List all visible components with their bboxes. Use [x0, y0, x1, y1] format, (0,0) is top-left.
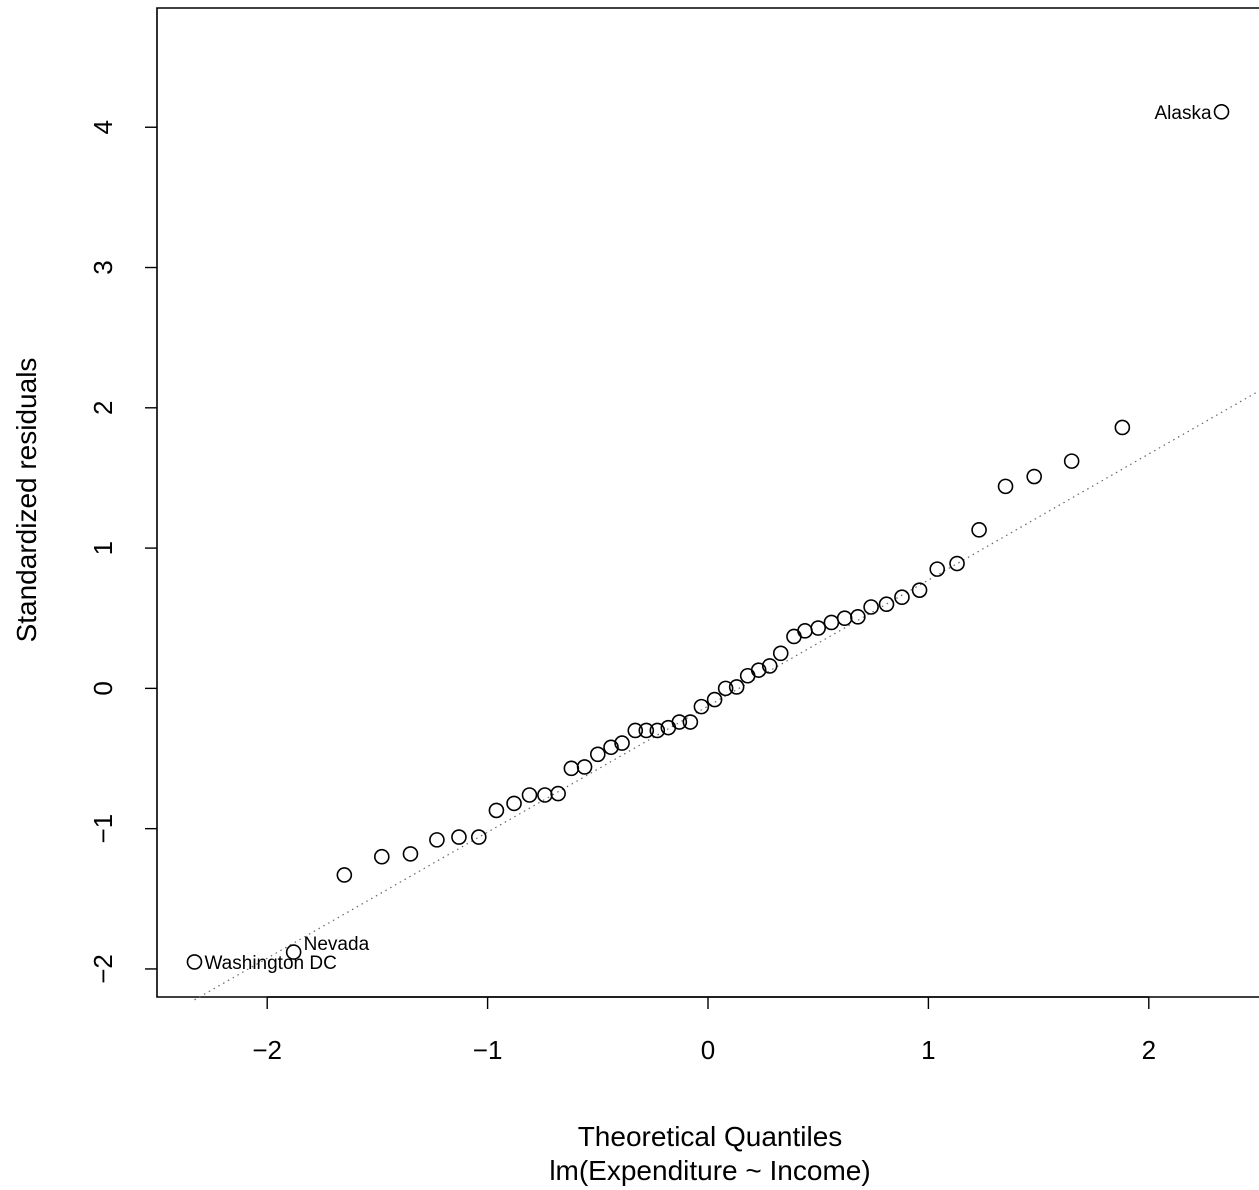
data-point — [1213, 104, 1230, 120]
plot-frame — [156, 7, 1259, 998]
data-point — [576, 759, 593, 775]
data-point — [285, 944, 302, 960]
y-tick-label: 2 — [88, 401, 118, 415]
data-point — [750, 662, 767, 678]
data-point — [402, 846, 419, 862]
x-tick-label: −1 — [473, 1035, 503, 1065]
data-point — [761, 658, 778, 674]
data-point — [971, 522, 987, 538]
data-point — [797, 623, 813, 639]
y-tick-label: 1 — [88, 541, 118, 555]
x-axis-subtitle: lm(Expenditure ~ Income) — [549, 1155, 870, 1186]
point-annotation: Nevada — [304, 934, 370, 955]
y-axis-title: Standardized residuals — [11, 358, 42, 643]
data-point — [810, 620, 827, 636]
data-point — [550, 785, 566, 802]
y-tick-label: 4 — [88, 120, 118, 134]
data-point — [671, 714, 688, 730]
data-point — [717, 680, 734, 697]
point-annotation: Washington DC — [204, 953, 336, 974]
x-axis-title: Theoretical Quantiles — [578, 1121, 843, 1152]
y-tick-label: 0 — [88, 681, 118, 695]
data-point — [521, 787, 538, 803]
data-point — [1026, 468, 1042, 485]
data-point — [451, 829, 467, 845]
data-point — [186, 954, 203, 970]
data-point — [1114, 419, 1131, 436]
data-point — [878, 596, 895, 613]
data-point — [649, 722, 666, 739]
data-point — [693, 698, 710, 715]
data-point — [470, 829, 487, 845]
data-point — [589, 746, 606, 763]
x-tick-label: 2 — [1142, 1035, 1156, 1065]
data-point — [863, 599, 879, 615]
y-tick-label: 3 — [88, 260, 118, 274]
x-tick-label: −2 — [252, 1035, 282, 1065]
data-point — [929, 561, 946, 577]
data-point — [429, 832, 445, 848]
data-point — [506, 795, 522, 812]
data-point — [911, 582, 928, 598]
data-point — [949, 555, 965, 572]
data-point — [537, 787, 553, 803]
reference-line — [194, 390, 1259, 1001]
data-point — [836, 610, 853, 627]
data-point — [1063, 453, 1080, 469]
data-point — [614, 735, 630, 751]
point-annotation: Alaska — [1155, 103, 1212, 124]
data-point — [682, 714, 699, 730]
data-point — [638, 722, 655, 739]
data-point — [823, 614, 840, 631]
data-point — [374, 848, 390, 865]
data-point — [739, 667, 756, 684]
data-point — [706, 691, 723, 708]
y-tick-label: −1 — [88, 814, 118, 844]
data-point — [997, 478, 1014, 495]
data-point — [772, 645, 789, 662]
data-point — [488, 802, 505, 819]
data-point — [627, 722, 644, 739]
data-point — [786, 628, 802, 645]
data-point — [603, 739, 619, 756]
data-point — [850, 609, 866, 625]
y-tick-label: −2 — [88, 954, 118, 984]
data-point — [336, 867, 353, 883]
data-point — [894, 589, 910, 605]
x-tick-label: 1 — [921, 1035, 935, 1065]
data-point — [563, 760, 580, 777]
x-tick-label: 0 — [701, 1035, 715, 1065]
data-point — [728, 679, 745, 695]
